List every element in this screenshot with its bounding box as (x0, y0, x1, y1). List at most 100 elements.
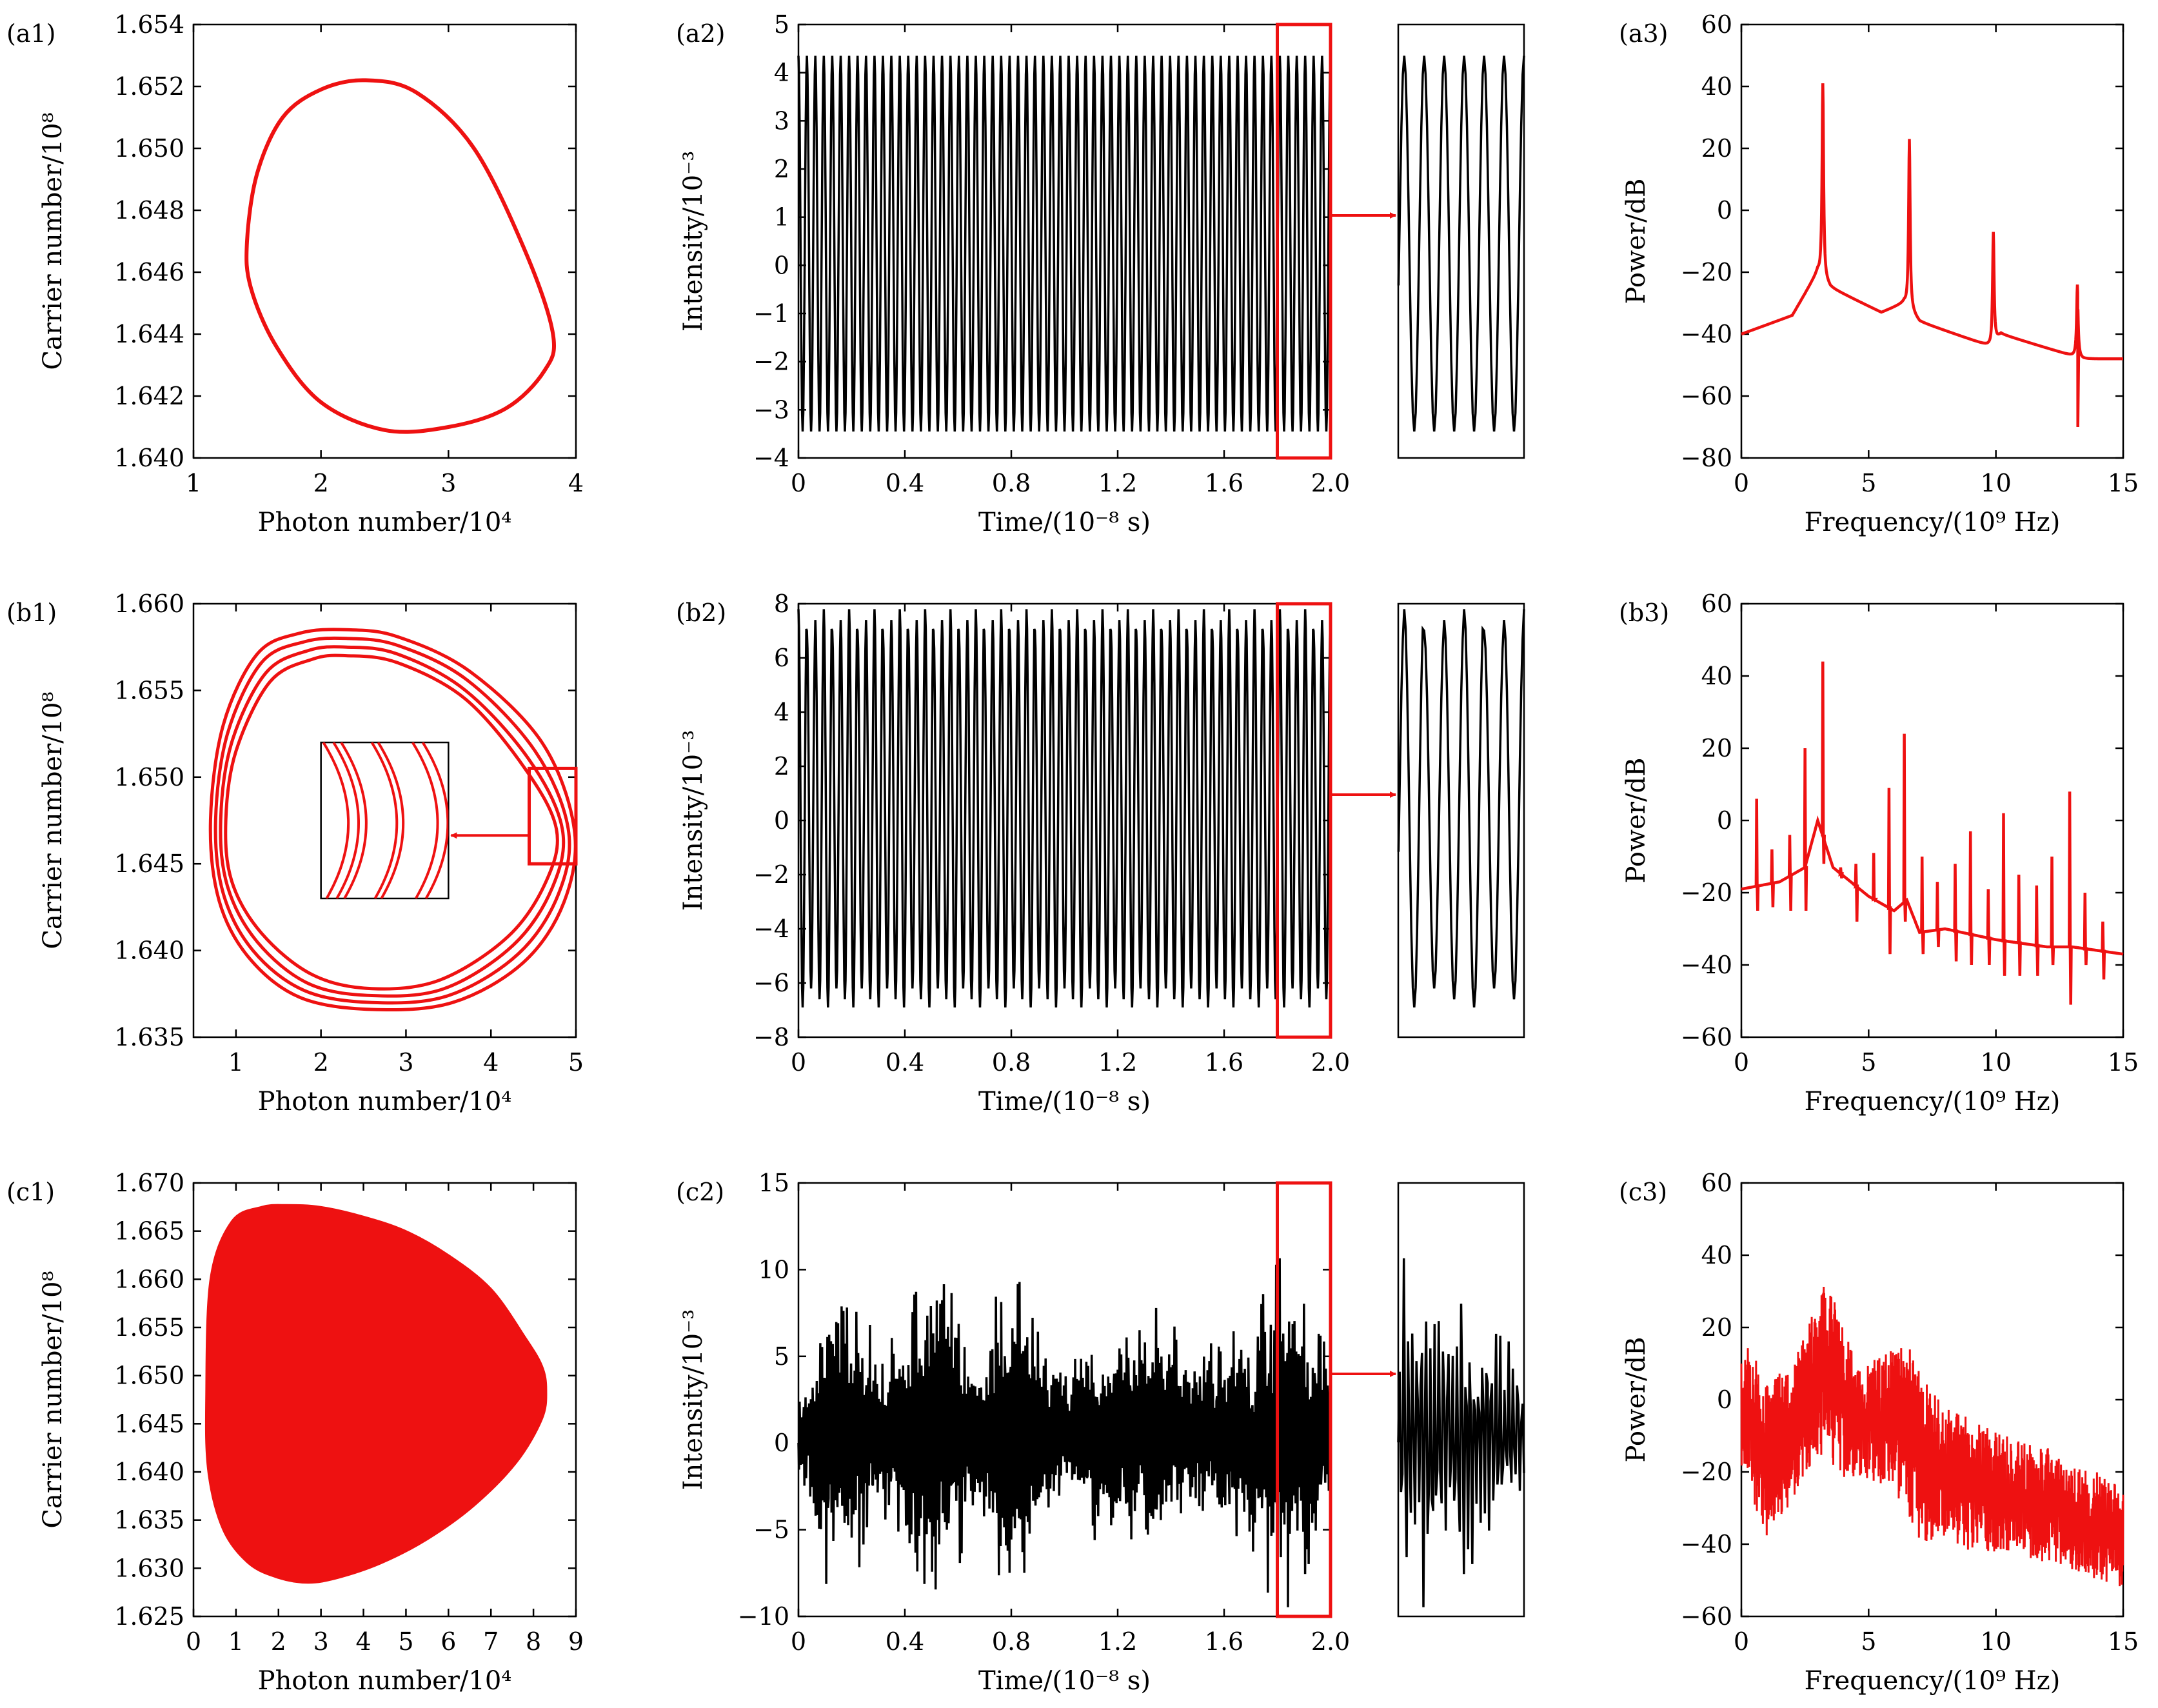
plot-frame (192, 1182, 577, 1618)
x-tick-label: 4 (483, 1048, 499, 1077)
x-tick-label: 4 (568, 469, 584, 497)
y-axis-label: Carrier number/10⁸ (38, 1271, 68, 1528)
spectrum-line (1740, 1286, 2124, 1587)
x-tick-label: 15 (2108, 469, 2139, 497)
y-tick-label: 1.635 (114, 1023, 184, 1051)
x-tick-label: 5 (1861, 1627, 1876, 1656)
panel-a1: 1 2 3 4 1.640 1.642 1.644 1.646 1.648 1.650 1.652 1… (6, 10, 584, 537)
x-tick-label: 15 (2108, 1627, 2139, 1656)
y-axis-label: Carrier number/10⁸ (38, 691, 68, 949)
x-tick-label: 0 (186, 1627, 201, 1656)
y-tick-label: 20 (1701, 1313, 1732, 1342)
y-axis-label: Intensity/10⁻³ (678, 1309, 708, 1491)
x-tick-label: 1.6 (1205, 469, 1243, 497)
y-tick-label: 2 (774, 155, 789, 183)
y-tick-label: 40 (1701, 72, 1732, 101)
x-tick-label: 0 (1734, 1048, 1749, 1077)
zoom-window (1276, 602, 1332, 1039)
x-tick-label: 5 (1861, 1048, 1876, 1077)
y-tick-label: 3 (774, 106, 789, 135)
panel-label: (c3) (1619, 1178, 1667, 1206)
x-tick-label: 7 (483, 1627, 499, 1656)
y-tick-label: 6 (774, 644, 789, 672)
y-tick-label: 60 (1701, 10, 1732, 39)
y-tick-label: 1.642 (114, 382, 184, 410)
y-tick-label: 1.640 (114, 937, 184, 965)
y-tick-label: 8 (774, 590, 789, 618)
y-axis-label: Power/dB (1621, 179, 1651, 304)
y-tick-label: 40 (1701, 662, 1732, 690)
spectrum-line (1741, 83, 2123, 428)
inset-curves (322, 742, 449, 899)
trajectory-line (213, 636, 571, 1005)
x-tick-label: 15 (2108, 1048, 2139, 1077)
panel-b3: 0 5 10 15 −60 −40 −20 0 20 40 60 Frequency/(10⁹ Hz)… (1619, 590, 2139, 1117)
y-tick-label: −20 (1681, 879, 1732, 907)
x-tick-label: 0.8 (992, 469, 1031, 497)
x-tick-label: 2 (313, 469, 329, 497)
y-tick-label: −80 (1681, 444, 1732, 472)
y-tick-label: 1.655 (114, 676, 184, 704)
x-tick-label: 10 (1980, 469, 2011, 497)
panel-a3: 0 5 10 15 −80 −60 −40 −20 0 20 40 60 Frequency/(10⁹ … (1619, 10, 2139, 537)
x-tick-label: 6 (441, 1627, 456, 1656)
zoom-window (1276, 1181, 1332, 1618)
x-tick-label: 3 (398, 1048, 413, 1077)
y-tick-label: 1.650 (114, 134, 184, 163)
y-tick-label: −10 (738, 1602, 789, 1631)
panel-label: (a1) (6, 19, 55, 48)
y-tick-label: 20 (1701, 734, 1732, 762)
y-axis-label: Intensity/10⁻³ (678, 151, 708, 332)
panel-a2: 0 0.4 0.8 1.2 1.6 2.0 −4 −3 −2 −1 0 1 2 3 4 5 Time/(10⁻⁸… (676, 10, 1525, 537)
y-tick-label: 1.646 (114, 258, 184, 286)
inset-curve (332, 742, 360, 899)
y-tick-label: −20 (1681, 258, 1732, 286)
y-tick-label: 20 (1701, 134, 1732, 163)
inset-curve (340, 742, 368, 899)
inset-curve (421, 742, 449, 899)
x-tick-label: 0.4 (886, 1627, 924, 1656)
panel-c2: 0 0.4 0.8 1.2 1.6 2.0 −10 −5 0 5 10 15 Time/(10⁻⁸ s)… (676, 1169, 1525, 1696)
y-tick-label: −5 (753, 1516, 789, 1544)
trajectory-line (224, 653, 559, 991)
y-tick-label: 1.644 (114, 320, 184, 348)
y-tick-label: −60 (1681, 1023, 1732, 1051)
x-tick-label: 1 (228, 1048, 244, 1077)
x-tick-label: 2.0 (1311, 469, 1350, 497)
x-tick-label: 3 (441, 469, 456, 497)
x-tick-label: 8 (526, 1627, 541, 1656)
panel-grid: 1 2 3 41.6401.6421.6441.6461.6481.6501.6521… (6, 10, 2139, 1696)
y-tick-label: 60 (1701, 590, 1732, 618)
y-tick-label: 60 (1701, 1169, 1732, 1197)
y-tick-label: −4 (753, 915, 789, 943)
y-axis-label: Power/dB (1621, 758, 1651, 884)
y-tick-label: 4 (774, 698, 789, 726)
y-tick-label: 1.665 (114, 1217, 184, 1246)
x-tick-label: 5 (398, 1627, 413, 1656)
panel-label: (b2) (676, 599, 726, 627)
x-axis-label: Time/(10⁻⁸ s) (978, 1666, 1151, 1696)
spectrum-line (1741, 661, 2124, 1005)
signal-line (797, 609, 1332, 1008)
x-tick-label: 0 (791, 1627, 806, 1656)
panel-b2: 0 0.4 0.8 1.2 1.6 2.0 −8 −6 −4 −2 0 2 4 6 8 Time/(10⁻⁸ … (676, 590, 1525, 1117)
inset-curve (377, 742, 405, 899)
x-axis-label: Photon number/10⁴ (258, 1666, 512, 1696)
y-tick-label: 1.635 (114, 1506, 184, 1534)
signal-line (797, 55, 1332, 432)
plot-frame (1740, 23, 2124, 459)
x-tick-label: 1.6 (1205, 1048, 1243, 1077)
y-tick-label: 1.648 (114, 196, 184, 224)
y-tick-label: −40 (1681, 1530, 1732, 1558)
trajectory-line (219, 645, 566, 998)
y-tick-label: 1.640 (114, 1458, 184, 1486)
y-tick-label: −8 (753, 1023, 789, 1051)
x-axis-label: Frequency/(10⁹ Hz) (1805, 508, 2061, 537)
y-tick-label: 1.625 (114, 1602, 184, 1631)
y-tick-label: −1 (753, 299, 789, 328)
x-tick-label: 1 (228, 1627, 244, 1656)
y-tick-label: 1.660 (114, 1265, 184, 1293)
panel-c1: 0 1 2 3 4 5 6 7 8 9 1.625 1.630 1.635 1.640 1.645 1.650… (6, 1169, 584, 1696)
x-tick-label: 4 (355, 1627, 371, 1656)
